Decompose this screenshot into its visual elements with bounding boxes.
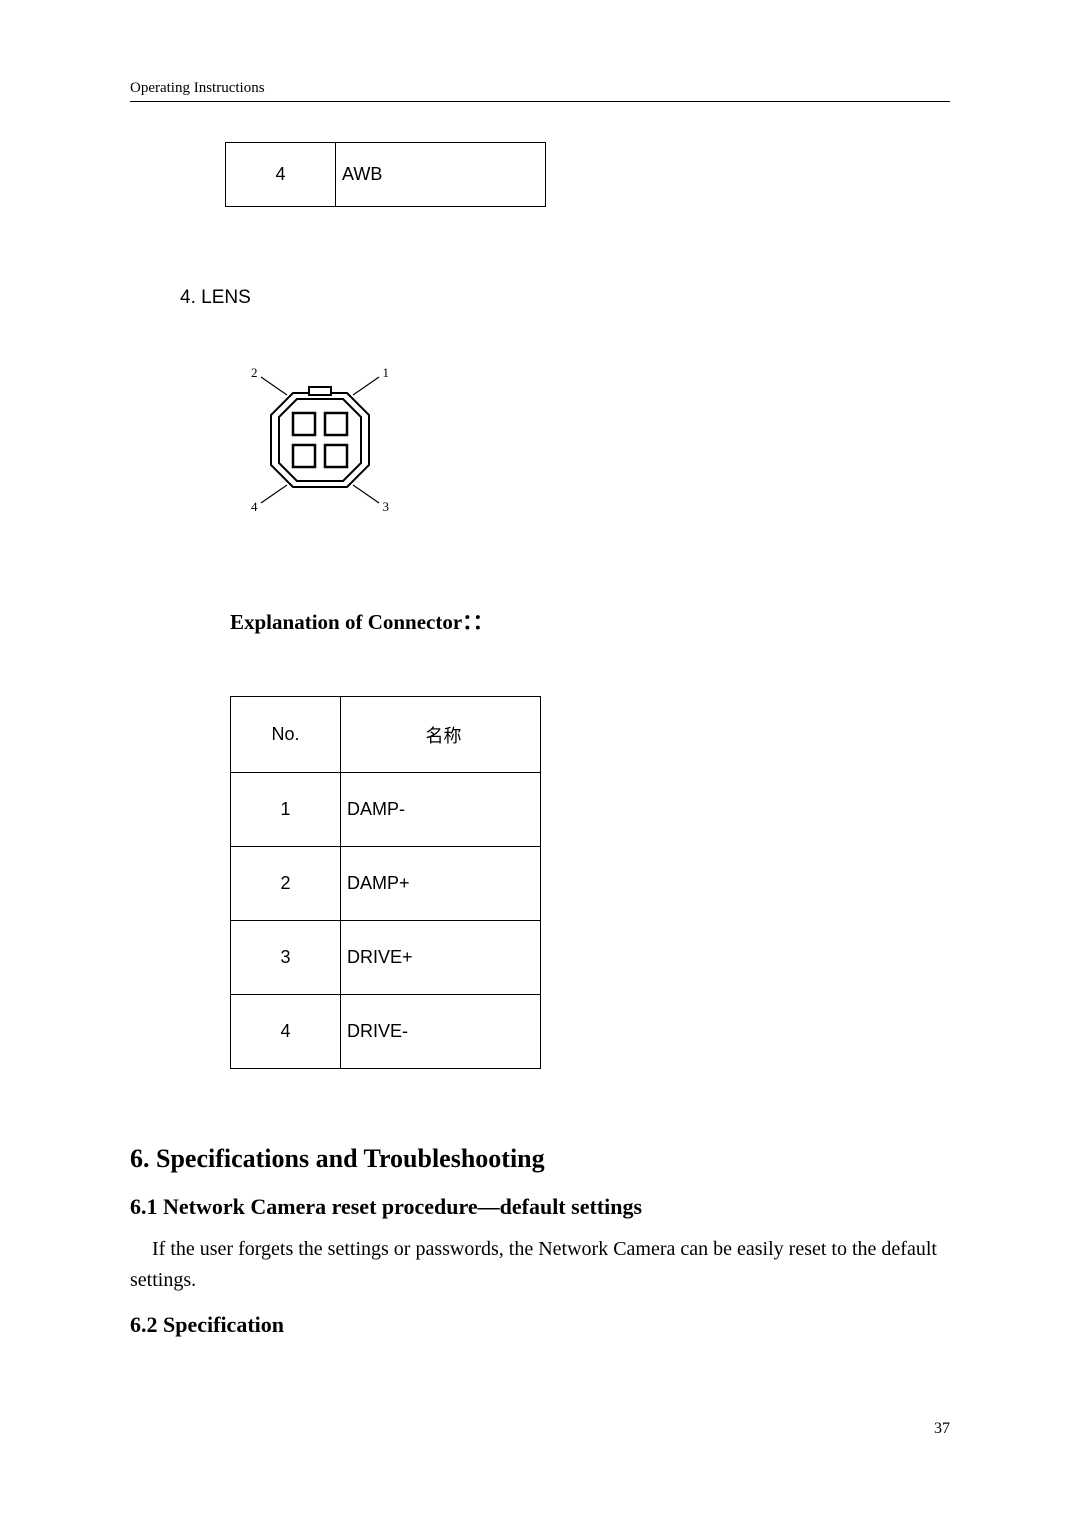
table-row: 1 DAMP- — [231, 773, 541, 847]
diagram-label-3: 3 — [383, 499, 390, 515]
table-row: 4 DRIVE- — [231, 995, 541, 1069]
diagram-label-2: 2 — [251, 365, 258, 381]
running-header: Operating Instructions — [130, 80, 950, 97]
awb-row-val: AWB — [336, 143, 546, 207]
table-row: 4 AWB — [226, 143, 546, 207]
section-6-2-heading: 6.2 Specification — [130, 1312, 950, 1338]
diagram-label-4: 4 — [251, 499, 258, 515]
connector-diagram: 2 1 4 3 — [245, 369, 395, 511]
connector-th-name: 名称 — [341, 697, 541, 773]
lens-heading: 4. LENS — [180, 287, 950, 309]
table-header-row: No. 名称 — [231, 697, 541, 773]
explanation-heading: Explanation of Connector：： — [230, 606, 950, 636]
awb-table: 4 AWB — [225, 142, 546, 207]
diagram-label-1: 1 — [383, 365, 390, 381]
awb-row-num: 4 — [226, 143, 336, 207]
connector-cell-name: DRIVE+ — [341, 921, 541, 995]
connector-icon — [245, 369, 395, 511]
connector-th-no: No. — [231, 697, 341, 773]
connector-cell-no: 3 — [231, 921, 341, 995]
connector-table: No. 名称 1 DAMP- 2 DAMP+ 3 DRIVE+ 4 DRIVE- — [230, 696, 541, 1069]
connector-cell-name: DRIVE- — [341, 995, 541, 1069]
header-rule — [130, 101, 950, 102]
connector-cell-no: 2 — [231, 847, 341, 921]
connector-diagram-container: 2 1 4 3 — [245, 369, 950, 511]
connector-cell-no: 4 — [231, 995, 341, 1069]
section-6-1-heading: 6.1 Network Camera reset procedure—defau… — [130, 1194, 950, 1220]
table-row: 2 DAMP+ — [231, 847, 541, 921]
connector-cell-name: DAMP- — [341, 773, 541, 847]
page-number: 37 — [934, 1420, 950, 1438]
section-6-1-body: If the user forgets the settings or pass… — [130, 1234, 950, 1296]
table-row: 3 DRIVE+ — [231, 921, 541, 995]
connector-cell-name: DAMP+ — [341, 847, 541, 921]
section-6-heading: 6. Specifications and Troubleshooting — [130, 1144, 950, 1174]
connector-cell-no: 1 — [231, 773, 341, 847]
